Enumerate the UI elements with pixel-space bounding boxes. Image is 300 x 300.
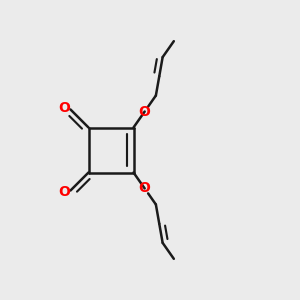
Text: O: O — [139, 182, 151, 196]
Text: O: O — [139, 104, 151, 118]
Text: O: O — [58, 101, 70, 115]
Text: O: O — [58, 185, 70, 199]
